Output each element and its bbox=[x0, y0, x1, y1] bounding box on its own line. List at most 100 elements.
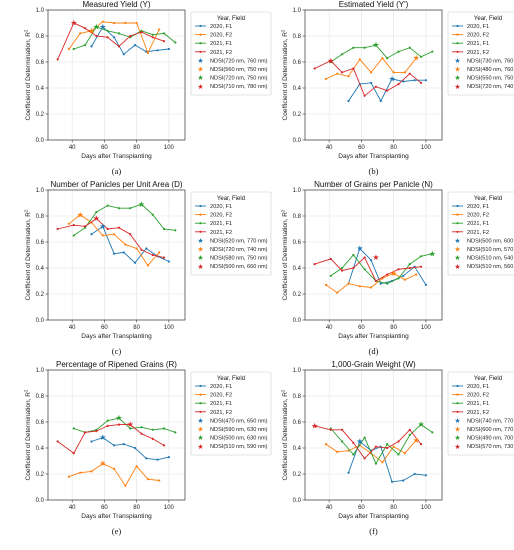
legend-point-swatch bbox=[199, 222, 202, 225]
best-marker-star: ★ bbox=[356, 437, 363, 446]
plot-area bbox=[305, 370, 442, 500]
data-point bbox=[431, 431, 434, 434]
data-point bbox=[151, 437, 154, 440]
y-tick-label: 0.0 bbox=[36, 138, 45, 144]
legend-point-swatch bbox=[456, 33, 459, 36]
x-axis-label: Days after Transplanting bbox=[81, 333, 152, 340]
data-point bbox=[133, 44, 137, 47]
data-point bbox=[340, 53, 344, 56]
x-tick-label: 80 bbox=[390, 325, 397, 331]
data-point bbox=[390, 77, 394, 80]
data-point bbox=[419, 255, 423, 258]
data-point bbox=[95, 217, 98, 220]
x-tick-label: 60 bbox=[101, 505, 108, 511]
data-point bbox=[101, 20, 104, 23]
legend-star-swatch: ★ bbox=[197, 237, 203, 245]
legend-star-swatch: ★ bbox=[197, 66, 203, 74]
y-axis-label: Coefficient of Determination, R2 bbox=[24, 209, 33, 300]
y-tick-label: 0.6 bbox=[293, 60, 302, 66]
data-point bbox=[158, 479, 161, 482]
x-tick-label: 100 bbox=[421, 505, 432, 511]
y-tick-label: 0.6 bbox=[36, 420, 45, 426]
panel-label: (f) bbox=[369, 526, 378, 536]
data-point bbox=[419, 423, 423, 426]
data-point bbox=[329, 274, 332, 277]
best-marker-star: ★ bbox=[327, 56, 334, 65]
x-tick-label: 100 bbox=[164, 145, 175, 151]
legend-box bbox=[447, 11, 514, 96]
legend-star-swatch: ★ bbox=[454, 57, 460, 65]
legend-title: Year, Field bbox=[474, 376, 502, 382]
data-point bbox=[101, 436, 104, 439]
data-point bbox=[90, 29, 93, 32]
data-point bbox=[72, 452, 75, 455]
x-axis-label: Days after Transplanting bbox=[81, 153, 152, 160]
data-point bbox=[90, 470, 93, 473]
legend-star-swatch: ★ bbox=[197, 443, 203, 451]
series-line-2021-f2 bbox=[314, 256, 422, 282]
data-point bbox=[363, 457, 366, 460]
data-point bbox=[313, 263, 316, 266]
x-tick-label: 100 bbox=[164, 325, 175, 331]
data-point bbox=[431, 252, 434, 255]
data-point bbox=[408, 263, 411, 266]
legend-point-swatch bbox=[199, 384, 202, 388]
plot-frame bbox=[47, 9, 186, 141]
legend-entry: NDSI(510 nm, 560 nm) bbox=[467, 264, 514, 270]
legend-entry: NDSI(520 nm, 770 nm) bbox=[210, 238, 268, 244]
data-point bbox=[106, 204, 109, 207]
data-point bbox=[67, 47, 71, 51]
plot-area bbox=[305, 190, 442, 320]
data-point bbox=[112, 233, 116, 236]
data-point bbox=[369, 259, 373, 262]
y-tick-label: 0.0 bbox=[293, 318, 302, 324]
data-point bbox=[324, 283, 328, 286]
data-point bbox=[329, 59, 332, 62]
best-marker-star: ★ bbox=[70, 19, 77, 28]
y-tick-label: 0.8 bbox=[36, 34, 45, 40]
data-point bbox=[90, 233, 93, 236]
panel-label: (b) bbox=[369, 166, 379, 176]
y-axis-label: Coefficient of Determination, R2 bbox=[24, 389, 33, 480]
series-line-2021-f1 bbox=[73, 203, 176, 236]
legend-title: Year, Field bbox=[217, 196, 245, 202]
legend-entry: 2021, F2 bbox=[467, 230, 489, 236]
legend-star-swatch: ★ bbox=[454, 434, 460, 442]
legend-entry: NDSI(720 nm, 740 nm) bbox=[210, 247, 268, 253]
data-point bbox=[324, 77, 328, 80]
data-point bbox=[124, 243, 127, 246]
data-point bbox=[352, 453, 355, 456]
data-point bbox=[129, 207, 132, 210]
chart-panel-e: Percentage of Ripened Grains (R) 0.0 0.2 0.… bbox=[24, 360, 272, 536]
data-point bbox=[379, 99, 382, 103]
data-point bbox=[392, 445, 395, 448]
series-line-2020-f1 bbox=[348, 440, 426, 483]
data-point bbox=[408, 433, 411, 437]
data-point bbox=[419, 81, 423, 84]
y-tick-label: 0.4 bbox=[293, 86, 302, 92]
data-point bbox=[431, 50, 434, 53]
plot-frame bbox=[304, 189, 443, 321]
data-point bbox=[106, 227, 109, 231]
data-point bbox=[122, 443, 125, 446]
data-point bbox=[72, 47, 75, 51]
data-point bbox=[145, 247, 148, 250]
data-point bbox=[419, 55, 423, 58]
data-point bbox=[72, 427, 75, 430]
legend-star-swatch: ★ bbox=[454, 263, 460, 271]
legend-point-swatch bbox=[199, 213, 202, 216]
y-tick-label: 0.2 bbox=[36, 112, 45, 118]
legend-entry: 2020, F2 bbox=[210, 393, 232, 399]
data-point bbox=[112, 444, 116, 447]
best-marker-star: ★ bbox=[99, 23, 106, 32]
data-point bbox=[408, 428, 411, 431]
data-point bbox=[392, 71, 395, 74]
data-point bbox=[151, 253, 154, 257]
data-point bbox=[419, 443, 423, 446]
data-point bbox=[106, 424, 109, 427]
data-point bbox=[162, 40, 166, 43]
best-marker-star: ★ bbox=[372, 41, 379, 50]
y-tick-label: 0.0 bbox=[293, 498, 302, 504]
y-tick-label: 0.4 bbox=[293, 266, 302, 272]
series-line-2021-f1 bbox=[330, 424, 433, 465]
